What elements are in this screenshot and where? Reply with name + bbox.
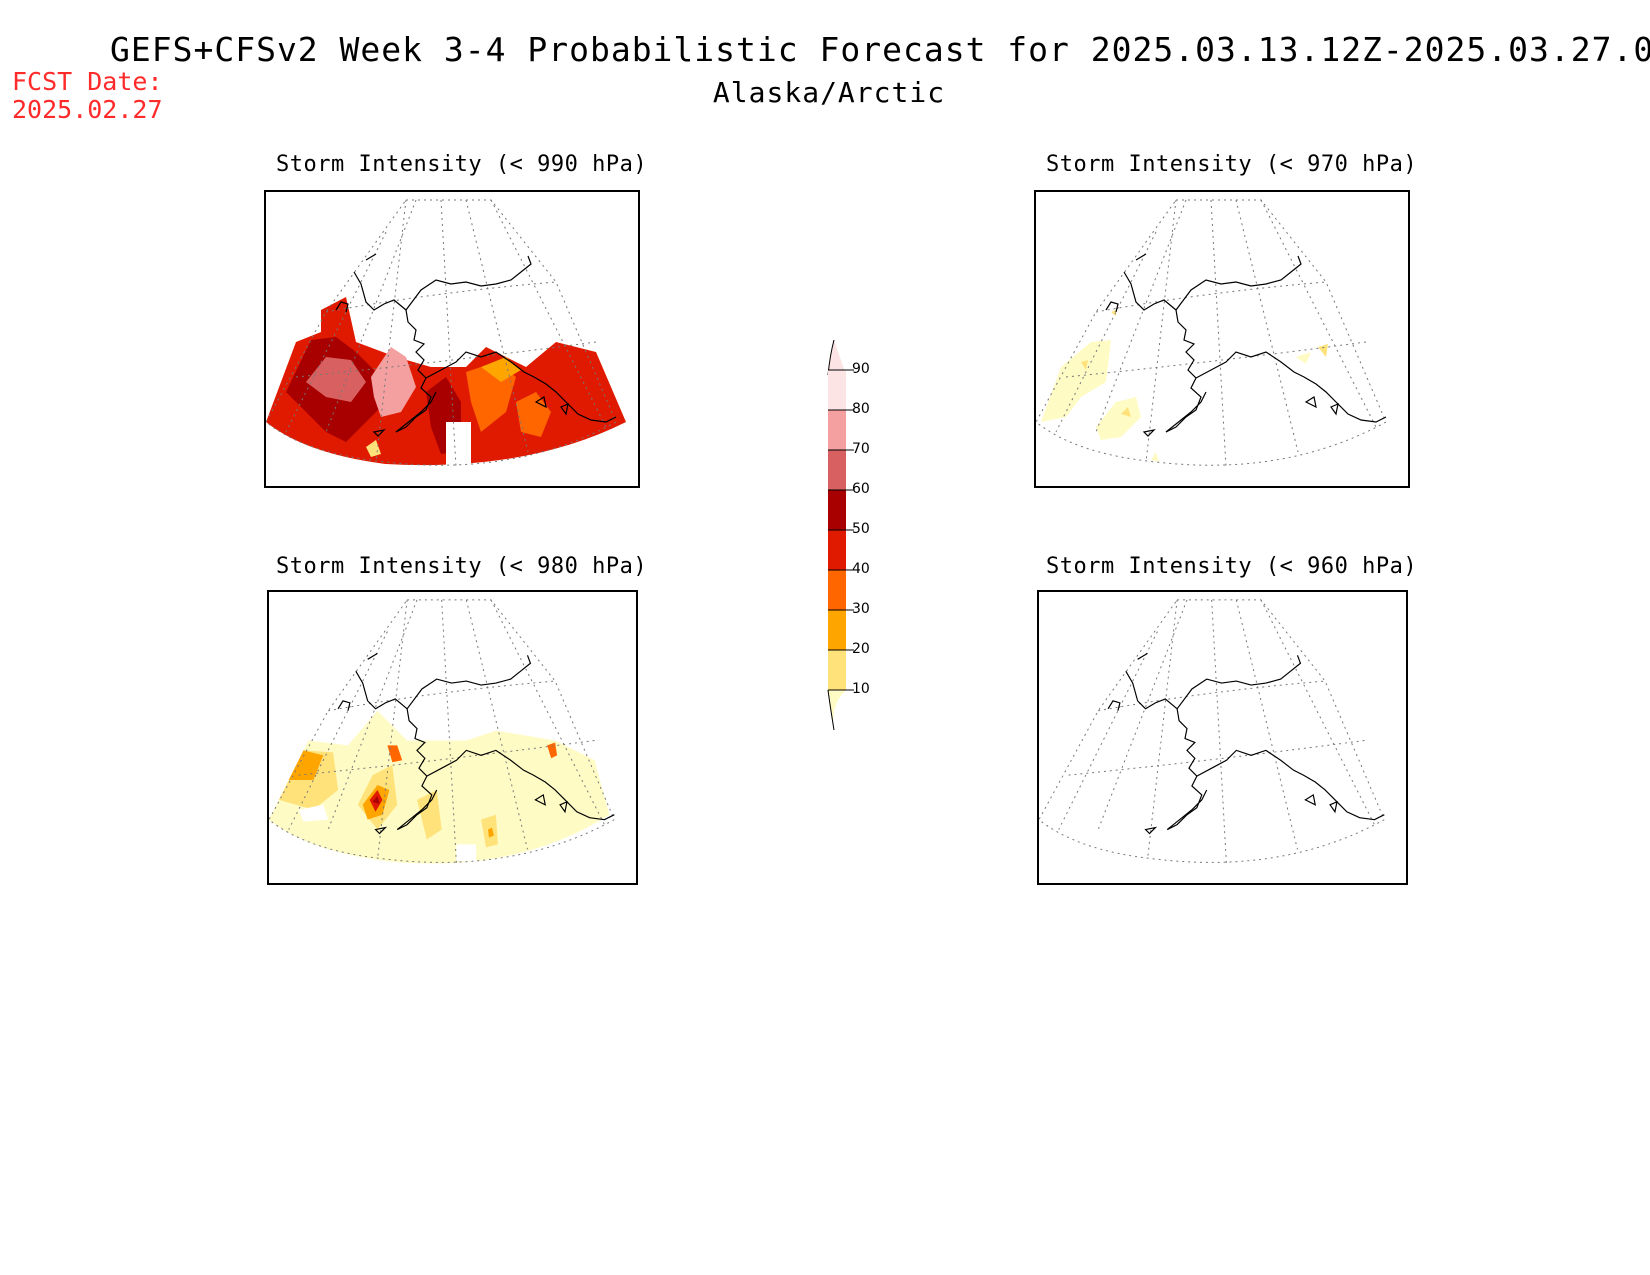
colorbar-tick-label: 40 bbox=[852, 561, 870, 577]
colorbar-band-50 bbox=[828, 490, 846, 530]
coastline bbox=[337, 652, 615, 835]
colorbar-tick-label: 10 bbox=[852, 681, 870, 697]
probability-patch bbox=[288, 750, 324, 781]
probability-patch bbox=[481, 357, 521, 382]
probability-shading bbox=[266, 297, 626, 467]
probability-shading bbox=[1041, 310, 1328, 462]
probability-patch bbox=[488, 827, 494, 838]
colorbar-band-20 bbox=[828, 610, 846, 650]
probability-patch bbox=[556, 342, 576, 407]
probability-patch bbox=[298, 804, 329, 822]
map-graticule bbox=[1036, 199, 1387, 468]
probability-patch bbox=[1296, 352, 1311, 364]
colorbar-band-10 bbox=[828, 650, 846, 690]
colorbar-band-30 bbox=[828, 570, 846, 610]
probability-patch bbox=[516, 392, 551, 437]
map-panel-990 bbox=[264, 190, 640, 488]
probability-shading bbox=[269, 710, 610, 864]
colorbar-tick-label: 50 bbox=[852, 521, 870, 537]
colorbar-band-40 bbox=[828, 530, 846, 570]
panel-title-990: Storm Intensity (< 990 hPa) bbox=[276, 152, 648, 177]
panel-title-970: Storm Intensity (< 970 hPa) bbox=[1046, 152, 1418, 177]
colorbar bbox=[827, 339, 854, 731]
map-graticule bbox=[1039, 599, 1385, 865]
probability-patch bbox=[371, 347, 416, 417]
probability-patch bbox=[456, 844, 477, 862]
forecast-date-label: FCST Date: bbox=[12, 67, 163, 96]
probability-patch bbox=[1096, 397, 1141, 440]
map-graticule bbox=[269, 599, 615, 865]
colorbar-tick-label: 30 bbox=[852, 601, 870, 617]
colorbar-cap-top bbox=[828, 340, 846, 375]
coastline bbox=[1107, 652, 1385, 835]
probability-patch bbox=[372, 795, 380, 804]
colorbar-band-80 bbox=[828, 370, 846, 410]
colorbar-tick-label: 80 bbox=[852, 401, 870, 417]
panel-title-960: Storm Intensity (< 960 hPa) bbox=[1046, 554, 1418, 579]
colorbar-band-60 bbox=[828, 450, 846, 490]
forecast-date-block: FCST Date: 2025.02.27 bbox=[12, 68, 163, 124]
coastline bbox=[335, 253, 617, 437]
colorbar-band-70 bbox=[828, 410, 846, 450]
probability-patch bbox=[446, 422, 471, 467]
colorbar-tick-label: 90 bbox=[852, 361, 870, 377]
colorbar-tick-label: 20 bbox=[852, 641, 870, 657]
probability-patch bbox=[1111, 310, 1116, 316]
map-panel-980 bbox=[267, 590, 638, 885]
probability-patch bbox=[1081, 360, 1088, 370]
probability-patch bbox=[1121, 407, 1131, 417]
coastline bbox=[1105, 253, 1387, 437]
probability-patch bbox=[416, 789, 442, 840]
probability-patch bbox=[547, 742, 558, 759]
colorbar-tick-label: 60 bbox=[852, 481, 870, 497]
map-graticule bbox=[266, 199, 617, 468]
map-panel-960 bbox=[1037, 590, 1408, 885]
chart-title: GEFS+CFSv2 Week 3-4 Probabilistic Foreca… bbox=[110, 30, 1650, 69]
probability-patch bbox=[1318, 344, 1328, 357]
panel-title-980: Storm Intensity (< 980 hPa) bbox=[276, 554, 648, 579]
probability-patch bbox=[1151, 452, 1159, 462]
forecast-date-value: 2025.02.27 bbox=[12, 95, 163, 124]
probability-patch bbox=[1041, 340, 1111, 422]
chart-subtitle: Alaska/Arctic bbox=[712, 76, 946, 109]
probability-patch bbox=[366, 440, 381, 457]
probability-patch bbox=[269, 710, 610, 864]
map-panel-970 bbox=[1034, 190, 1410, 488]
colorbar-tick-label: 70 bbox=[852, 441, 870, 457]
